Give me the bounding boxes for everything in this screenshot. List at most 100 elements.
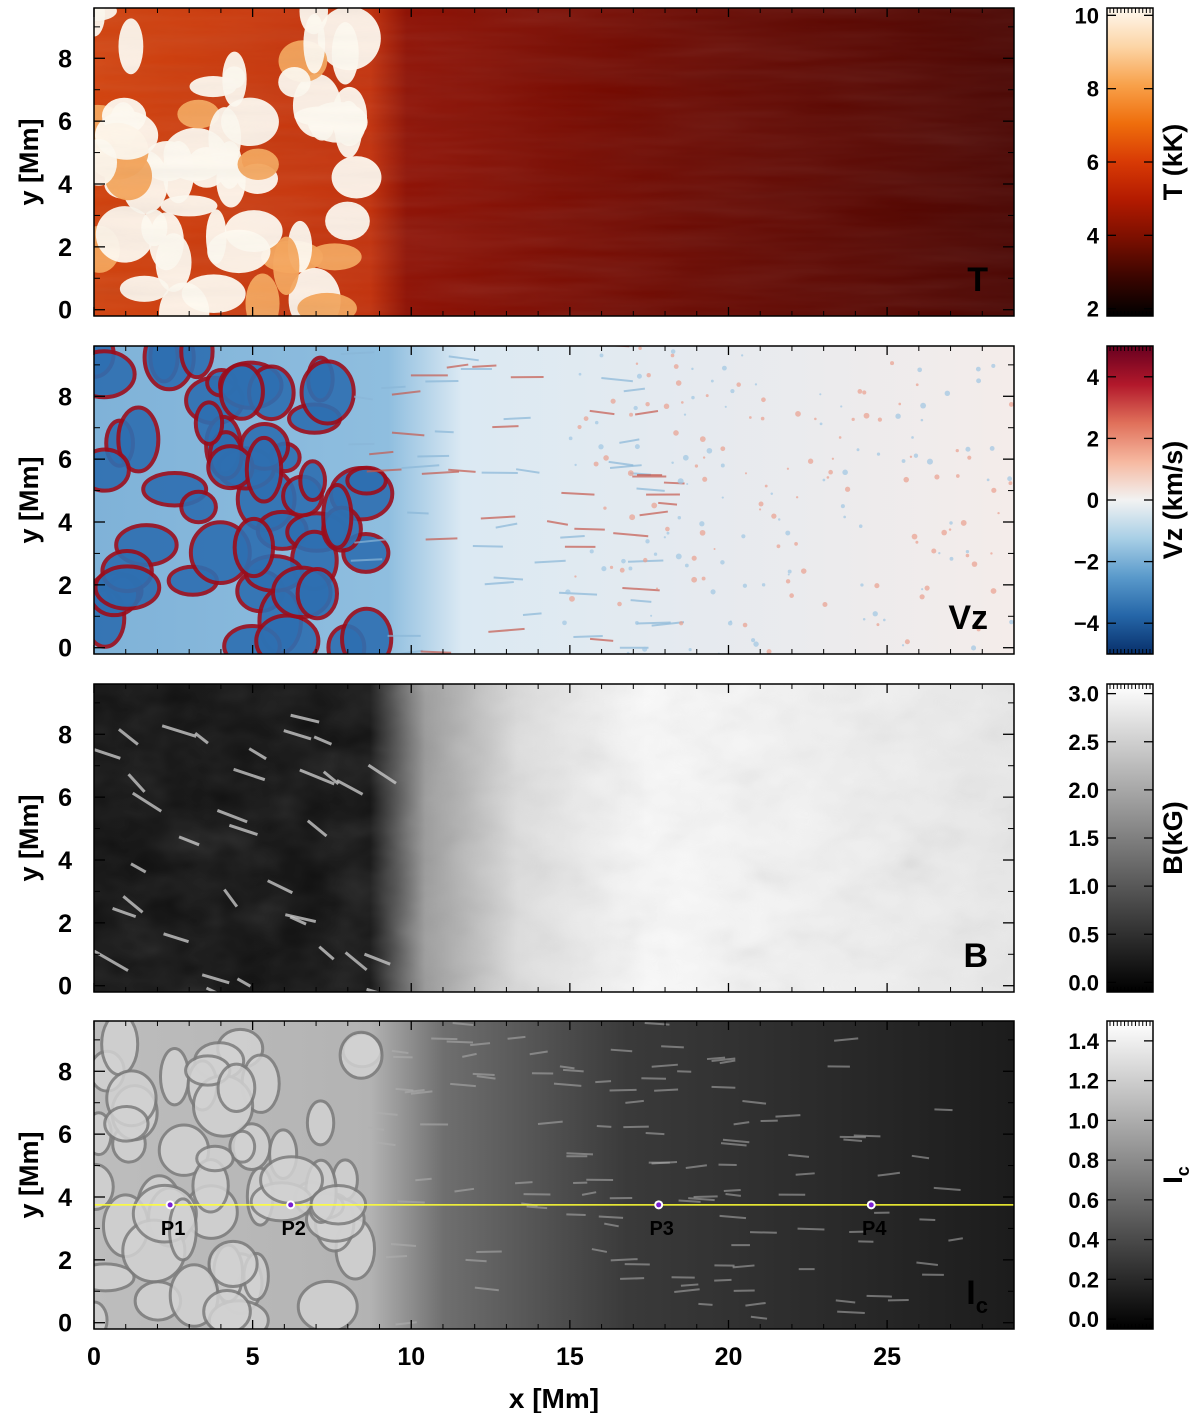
speckle [694, 464, 699, 468]
filament [595, 1080, 612, 1084]
speckle [776, 544, 781, 549]
filament [719, 1059, 736, 1065]
speckle [960, 520, 967, 526]
speckle [876, 452, 881, 456]
penumbral-filaments [367, 1021, 963, 1326]
speckle [741, 354, 744, 357]
streak [546, 520, 569, 526]
colorbar-label: Vz (km/s) [1158, 441, 1188, 560]
speckle [863, 412, 870, 419]
y-tick-label: 0 [58, 1310, 72, 1338]
y-tick-label: 4 [58, 1184, 72, 1212]
filament [446, 1040, 474, 1044]
filament [610, 1258, 638, 1262]
speckle [627, 470, 634, 477]
x-tick-label: 0 [87, 1343, 101, 1371]
y-tick-label: 8 [58, 383, 72, 411]
filament [566, 1213, 586, 1217]
filament-streaks [340, 346, 1014, 654]
speckle [857, 389, 863, 394]
streak [420, 650, 452, 654]
y-tick-label: 0 [58, 973, 72, 1001]
speckle [679, 621, 684, 626]
speckle [720, 463, 725, 468]
speckle [787, 573, 790, 576]
streak [350, 558, 383, 562]
filament [698, 1302, 713, 1306]
filament [678, 1199, 701, 1203]
y-tick-label: 8 [58, 1058, 72, 1086]
speckle [594, 420, 599, 425]
colorbar-tick-label: 2 [1087, 426, 1099, 451]
y-tick-label: 2 [58, 234, 72, 262]
filament [674, 1288, 700, 1293]
speckle [691, 367, 694, 371]
streak [446, 363, 469, 369]
granule [321, 482, 354, 550]
colorbar-tick-label: 1.2 [1068, 1069, 1099, 1094]
filament [725, 1193, 741, 1197]
speckle [702, 476, 708, 482]
colorbar-tick-label: 6 [1087, 150, 1099, 175]
colorbar-bar [1106, 1020, 1154, 1330]
streak [425, 537, 458, 541]
speckle [915, 540, 919, 544]
speckle [967, 455, 972, 460]
speckle [643, 557, 648, 563]
speckle [583, 416, 589, 421]
colorbar-Vz: −4 −2 0 2 4 Vz (km/s) [1074, 345, 1188, 655]
streak [503, 416, 531, 421]
y-axis-label: y [Mm] [14, 1132, 44, 1219]
speckle [653, 552, 658, 556]
speckle [706, 447, 713, 454]
speckle [965, 446, 971, 452]
granule [195, 1144, 235, 1173]
speckle [642, 646, 648, 652]
filament [919, 1218, 936, 1221]
speckle [800, 568, 807, 574]
granule [193, 400, 225, 446]
streak [366, 468, 402, 473]
filament [866, 1294, 892, 1298]
streak [434, 430, 454, 434]
speckle [851, 417, 855, 421]
filament [410, 1090, 433, 1095]
speckle [795, 411, 801, 417]
streak [623, 387, 646, 393]
colorbar-tick-label: 2.0 [1068, 778, 1099, 803]
speckle [898, 402, 902, 406]
speckle [699, 436, 706, 442]
streak [613, 532, 649, 538]
filament [476, 1075, 496, 1080]
speckle [826, 476, 830, 479]
speckle [633, 405, 638, 411]
granule [167, 1197, 198, 1262]
speckle [574, 575, 577, 578]
speckle [565, 589, 571, 595]
filament [723, 1188, 741, 1193]
speckle [562, 620, 567, 626]
granule [94, 447, 131, 493]
speckle [720, 446, 726, 452]
speckle [677, 516, 682, 520]
speckle [574, 463, 577, 467]
speckle [990, 552, 993, 555]
speckle [965, 549, 970, 554]
filament [373, 1111, 398, 1116]
point-label-p2: P2 [281, 1218, 305, 1240]
filament [788, 1153, 810, 1158]
colorbar-tick-label: 2 [1087, 297, 1099, 322]
speckle [702, 456, 706, 459]
filament [620, 1277, 645, 1280]
speckle [807, 458, 814, 464]
granule [340, 606, 394, 654]
speckle [593, 461, 599, 467]
streak [340, 351, 375, 356]
x-tick-label: 25 [873, 1343, 901, 1371]
filament [654, 1088, 679, 1092]
filament [711, 1085, 736, 1089]
colorbar-tick-label: 0 [1087, 488, 1099, 513]
speckle [705, 394, 709, 398]
filament [795, 1172, 815, 1176]
speckle [971, 645, 977, 651]
